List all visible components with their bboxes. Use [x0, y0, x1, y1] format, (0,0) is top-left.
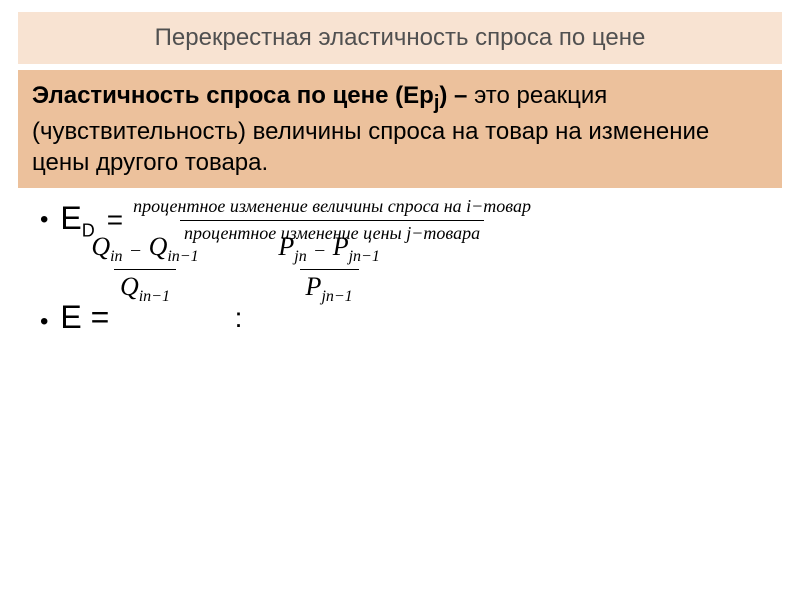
f2-left-num-a-sub: in — [110, 249, 122, 266]
f2-right-num-b-sub: jn−1 — [349, 249, 380, 266]
formula2-colon: : — [235, 302, 243, 336]
formula2-left-fraction: Qin – Qin−1 Qin−1 — [85, 232, 204, 305]
definition-lead: Эластичность спроса по цене — [32, 82, 389, 109]
f2-right-num-a: P — [278, 232, 294, 261]
f2-left-den-sub: in−1 — [139, 288, 170, 305]
formula2-body: Qin – Qin−1 Qin−1 : Pjn – Pjn−1 Pjn−1 — [115, 262, 386, 335]
definition-symbol-open: (Ep — [389, 82, 434, 109]
f2-left-num-b-sub: in−1 — [167, 249, 198, 266]
formula1-numerator: процентное изменение величины спроса на … — [129, 196, 535, 220]
f2-right-minus: – — [313, 239, 326, 259]
f2-right-num-a-sub: jn — [294, 249, 306, 266]
title-text: Перекрестная эластичность спроса по цене — [155, 24, 646, 51]
formula-row-2: • E = Qin – Qin−1 Qin−1 : Pjn – Pjn−1 — [40, 272, 782, 335]
f2-right-den: P — [306, 272, 322, 301]
f2-right-den-sub: jn−1 — [321, 288, 352, 305]
formula2-right-den: Pjn−1 — [300, 269, 359, 306]
f2-left-den: Q — [120, 272, 139, 301]
bullet-icon: • — [40, 308, 48, 336]
definition-box: Эластичность спроса по цене (Epj) – это … — [18, 70, 782, 188]
formula2-right-fraction: Pjn – Pjn−1 Pjn−1 — [272, 232, 385, 305]
bullet-icon: • — [40, 206, 48, 234]
f2-left-num-b: Q — [149, 232, 168, 261]
bullet-list: • ED = процентное изменение величины спр… — [18, 196, 782, 336]
f2-left-minus: – — [129, 239, 142, 259]
definition-symbol-close: ) – — [439, 82, 474, 109]
formula2-left-den: Qin−1 — [114, 269, 176, 306]
formula2-right-num: Pjn – Pjn−1 — [272, 232, 385, 268]
slide-title: Перекрестная эластичность спроса по цене — [18, 12, 782, 64]
f2-left-num-a: Q — [91, 232, 110, 261]
formula2-left-num: Qin – Qin−1 — [85, 232, 204, 268]
f2-right-num-b: P — [333, 232, 349, 261]
formula1-label-main: E — [60, 200, 81, 236]
